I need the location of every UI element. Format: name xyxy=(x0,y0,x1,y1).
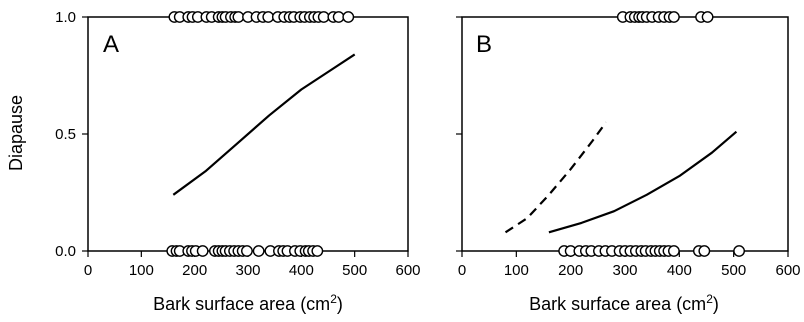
y-axis-title: Diapause xyxy=(6,95,26,171)
panel-b-curves xyxy=(504,121,738,234)
panel-a-x-tick-label: 0 xyxy=(84,262,92,279)
panel-a-x-tick-label: 200 xyxy=(182,262,207,279)
panel-a-x-tick-label: 500 xyxy=(342,262,367,279)
panel-a-observation-point xyxy=(241,245,253,257)
panel-a-observation-point xyxy=(317,11,330,23)
panel-b-x-tick-label: 600 xyxy=(775,262,800,279)
panel-a-points xyxy=(166,11,355,257)
panel-a-x-tick-label: 300 xyxy=(235,262,260,279)
panel-b-x-tick-label: 300 xyxy=(612,262,637,279)
panel-a-solid-curve xyxy=(172,53,356,196)
panel-b-x-tick-label: 0 xyxy=(458,262,466,279)
panel-a-y-tick-label: 1.0 xyxy=(55,9,76,26)
panel-a-x-tick-label: 400 xyxy=(289,262,314,279)
panel-b-x-axis-title: Bark surface area (cm2) xyxy=(529,292,719,314)
panel-b-solid-curve xyxy=(548,130,738,234)
panel-a-observation-point xyxy=(332,11,345,23)
panel-b-observation-point xyxy=(668,245,680,257)
panel-b-points xyxy=(558,11,745,257)
panel-b-x-tick-label: 200 xyxy=(558,262,583,279)
panel-b: B 0 100 200 300 400 500 600 Bark surface area … xyxy=(456,11,801,314)
panel-a-observation-point xyxy=(342,11,355,23)
panel-b-letter: B xyxy=(476,31,492,58)
panel-a-observation-point xyxy=(196,245,209,257)
panel-b-observation-point xyxy=(698,245,711,257)
panel-a-y-tick-label: 0.5 xyxy=(55,126,76,143)
panel-b-x-tick-label: 500 xyxy=(721,262,746,279)
panel-a-observation-point xyxy=(262,11,275,23)
panel-a-y-tick-label: 0.0 xyxy=(55,243,76,260)
panel-b-observation-point xyxy=(668,11,680,23)
panel-a-observation-point xyxy=(232,11,245,23)
panel-a-curves xyxy=(172,53,356,196)
panel-b-observation-point xyxy=(733,245,745,257)
panel-a-letter: A xyxy=(103,31,119,58)
panel-a: A 0 100 200 300 400 500 600 0.0 0.5 1.0 Bark surf… xyxy=(55,9,420,314)
panel-b-ticks: 0 100 200 300 400 500 600 xyxy=(456,16,801,279)
panel-b-x-tick-label: 400 xyxy=(667,262,692,279)
panel-b-dashed-curve xyxy=(504,121,607,234)
panel-b-x-tick-label: 100 xyxy=(504,262,529,279)
panel-a-ticks: 0 100 200 300 400 500 600 0.0 0.5 1.0 xyxy=(55,9,420,279)
panel-a-x-tick-label: 100 xyxy=(129,262,154,279)
panel-b-frame xyxy=(461,16,789,252)
panel-a-x-axis-title: Bark surface area (cm2) xyxy=(153,292,343,314)
panel-a-observation-point xyxy=(252,245,265,257)
panel-b-observation-point xyxy=(701,11,714,23)
panel-a-observation-point xyxy=(311,245,324,257)
panel-a-x-tick-label: 600 xyxy=(395,262,420,279)
